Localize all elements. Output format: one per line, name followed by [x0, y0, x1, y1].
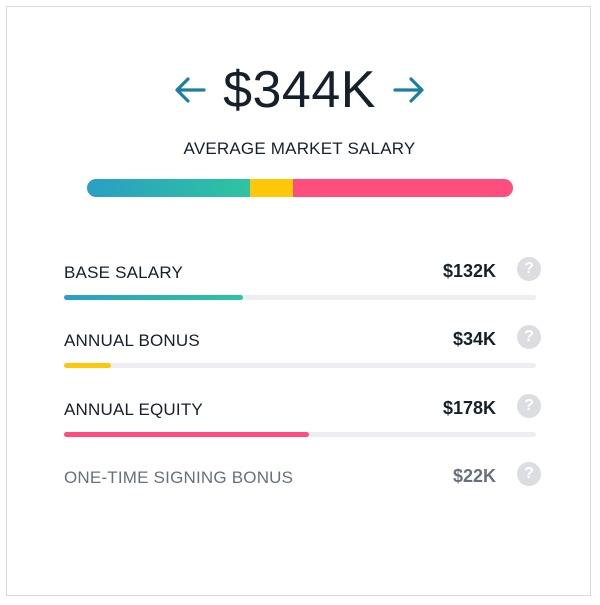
help-icon[interactable]: ?: [517, 394, 541, 418]
bar-segment-base: [87, 179, 251, 197]
help-icon[interactable]: ?: [517, 325, 541, 349]
progress-fill: [64, 295, 244, 300]
header: $344K: [7, 55, 592, 125]
breakdown-row-annual-bonus: ANNUAL BONUS $34K ?: [64, 325, 544, 385]
row-value: $178K: [442, 398, 496, 418]
bar-segment-equity: [292, 179, 513, 197]
breakdown-row-base-salary: BASE SALARY $132K ?: [64, 257, 544, 317]
arrow-right-icon: [393, 77, 424, 103]
progress-fill: [64, 363, 112, 368]
row-label: ONE-TIME SIGNING BONUS: [64, 468, 294, 487]
progress-fill: [64, 432, 310, 437]
page-subtitle: AVERAGE MARKET SALARY: [183, 139, 416, 158]
help-icon[interactable]: ?: [517, 462, 541, 486]
breakdown-row-annual-equity: ANNUAL EQUITY $178K ?: [64, 394, 544, 454]
progress-track: [64, 363, 536, 368]
breakdown-row-signing-bonus: ONE-TIME SIGNING BONUS $22K ?: [64, 462, 544, 522]
arrow-left-icon: [175, 77, 206, 103]
row-label: ANNUAL EQUITY: [64, 400, 203, 419]
row-value: $34K: [452, 329, 496, 349]
salary-card: $344K AVERAGE MARKET SALARY BASE SALARY …: [6, 6, 591, 596]
help-icon[interactable]: ?: [517, 257, 541, 281]
progress-track: [64, 432, 536, 437]
progress-track: [64, 295, 536, 300]
row-label: ANNUAL BONUS: [64, 331, 200, 350]
row-label: BASE SALARY: [64, 263, 184, 282]
bar-segment-bonus: [250, 179, 293, 197]
row-value: $132K: [442, 261, 496, 281]
salary-breakdown-bar: [87, 179, 513, 197]
next-button[interactable]: [390, 71, 428, 109]
row-value: $22K: [452, 466, 496, 486]
total-salary: $344K: [223, 61, 376, 119]
previous-button[interactable]: [171, 71, 209, 109]
